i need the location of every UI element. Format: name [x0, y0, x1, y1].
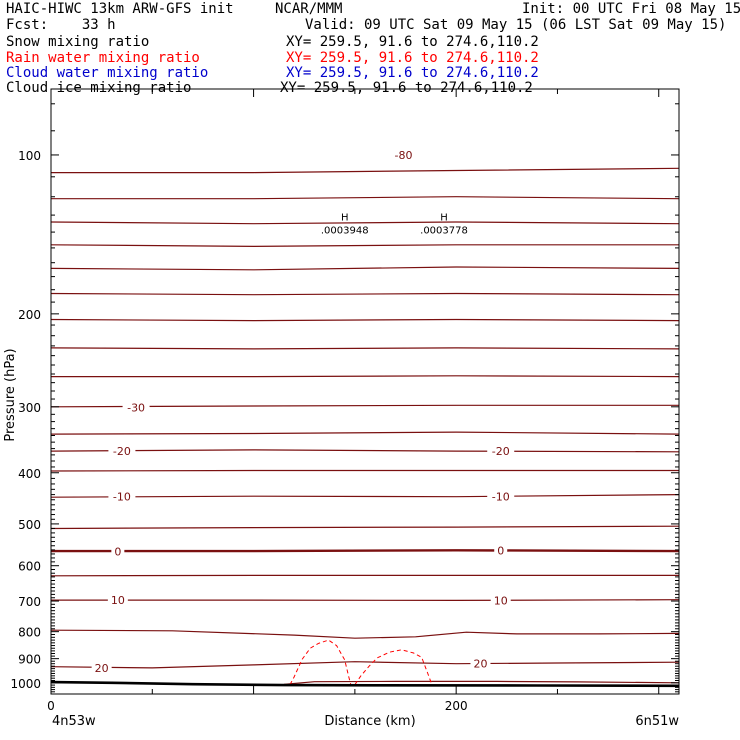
- init-time: Init: 00 UTC Fri 08 May 15: [522, 1, 740, 17]
- contour-label-bg-7: [494, 543, 508, 557]
- temperature-contour-0: [51, 167, 680, 174]
- contour-label-3: -20: [492, 445, 510, 458]
- contour-labels: -80 -30 -20 -20 -10 -10 0 0 10 10 20 20 H .0003948 H .0…: [91, 147, 515, 675]
- temperature-contour-13: [50, 494, 680, 498]
- temperature-contour-11: [50, 449, 680, 453]
- temperature-contour-20: [283, 680, 680, 685]
- y-tick-label-0: 100: [18, 149, 41, 163]
- contour-label-bg-11: [470, 656, 491, 670]
- contour-label-6: 0: [114, 546, 121, 559]
- terrain-line: [50, 680, 680, 688]
- temperature-contour-4: [50, 266, 680, 271]
- field-cloudice-xy: XY= 259.5, 91.6 to 274.6,110.2: [280, 80, 533, 96]
- contour-label-bg-10: [91, 661, 112, 675]
- contour-label-7: 0: [497, 545, 504, 558]
- contour-label-4: -10: [113, 491, 131, 504]
- contour-label-5: -10: [492, 491, 510, 504]
- y-tick-label-6: 700: [18, 595, 41, 609]
- x-tick-label-1: 200: [445, 699, 468, 713]
- contour-label-11: 20: [473, 657, 487, 670]
- x-tick-label-0: 0: [47, 699, 55, 713]
- high-marker-1: H: [440, 212, 448, 223]
- temperature-contour-18: [50, 629, 680, 639]
- contour-label-1: -30: [127, 402, 145, 415]
- contour-label-bg-0: [389, 147, 417, 161]
- temperature-contours: [50, 167, 680, 685]
- temperature-contour-14: [50, 525, 680, 530]
- y-tick-label-3: 400: [18, 467, 41, 481]
- temperature-contour-15: [51, 549, 680, 553]
- contour-label-10: 20: [95, 662, 109, 675]
- rain-water-contour-0: [289, 639, 352, 685]
- temperature-contour-3: [50, 244, 679, 248]
- y-tick-label-5: 600: [18, 560, 41, 574]
- field-rain-name: Rain water mixing ratio: [6, 50, 200, 66]
- y-tick-label-2: 300: [18, 401, 41, 415]
- field-cloudwater-xy: XY= 259.5, 91.6 to 274.6,110.2: [286, 65, 539, 81]
- y-tick-label-4: 500: [18, 518, 41, 532]
- rain-water-contour-1: [354, 649, 433, 685]
- temperature-contour-2: [50, 221, 680, 225]
- model-title: HAIC-HIWC 13km ARW-GFS init: [6, 1, 234, 17]
- field-cloudice-name: Cloud ice mixing ratio: [6, 80, 192, 96]
- temperature-contour-10: [50, 431, 680, 435]
- field-snow-xy: XY= 259.5, 91.6 to 274.6,110.2: [286, 34, 539, 50]
- temperature-contour-19: [50, 661, 680, 669]
- temperature-contour-17: [51, 599, 680, 602]
- field-cloudwater-name: Cloud water mixing ratio: [6, 65, 209, 81]
- contour-label-bg-4: [108, 489, 136, 503]
- y-tick-label-8: 900: [18, 653, 41, 667]
- plot-frame: [50, 88, 680, 695]
- contour-label-bg-9: [490, 593, 511, 607]
- high-marker-value-0: .0003948: [321, 225, 369, 236]
- temperature-contour-9: [50, 404, 679, 408]
- contour-label-bg-2: [108, 444, 136, 458]
- temperature-contour-1: [51, 196, 680, 200]
- y-tick-label-9: 1000: [10, 677, 41, 691]
- contour-label-0: -80: [395, 149, 413, 162]
- right-location: 6n51w: [635, 714, 679, 729]
- contour-label-9: 10: [494, 594, 508, 607]
- forecast-hour: Fcst: 33 h: [6, 17, 116, 33]
- temperature-contour-7: [50, 347, 680, 350]
- field-rain-xy: XY= 259.5, 91.6 to 274.6,110.2: [286, 50, 539, 66]
- contour-label-2: -20: [113, 445, 131, 458]
- valid-time: Valid: 09 UTC Sat 09 May 15 (06 LST Sat …: [305, 17, 727, 33]
- y-tick-label-7: 800: [18, 626, 41, 640]
- contour-label-bg-6: [111, 544, 125, 558]
- contour-label-bg-1: [122, 400, 150, 414]
- terrain-surface: [50, 680, 680, 688]
- temperature-contour-6: [50, 318, 680, 322]
- high-marker-value-1: .0003778: [420, 225, 468, 236]
- high-marker-0: H: [341, 212, 349, 223]
- left-location: 4n53w: [52, 714, 96, 729]
- rain-water-contours: [289, 639, 433, 685]
- temperature-contour-5: [50, 292, 680, 296]
- contour-label-bg-8: [107, 593, 128, 607]
- contour-label-8: 10: [111, 594, 125, 607]
- field-snow-name: Snow mixing ratio: [6, 34, 150, 50]
- contour-label-bg-5: [487, 489, 515, 503]
- y-axis-label: Pressure (hPa): [3, 348, 18, 441]
- y-tick-label-1: 200: [18, 308, 41, 322]
- x-axis-label: Distance (km): [324, 714, 415, 729]
- org-label: NCAR/MMM: [275, 1, 343, 17]
- temperature-contour-12: [50, 469, 679, 472]
- temperature-contour-8: [51, 375, 680, 378]
- contour-label-bg-3: [487, 444, 515, 458]
